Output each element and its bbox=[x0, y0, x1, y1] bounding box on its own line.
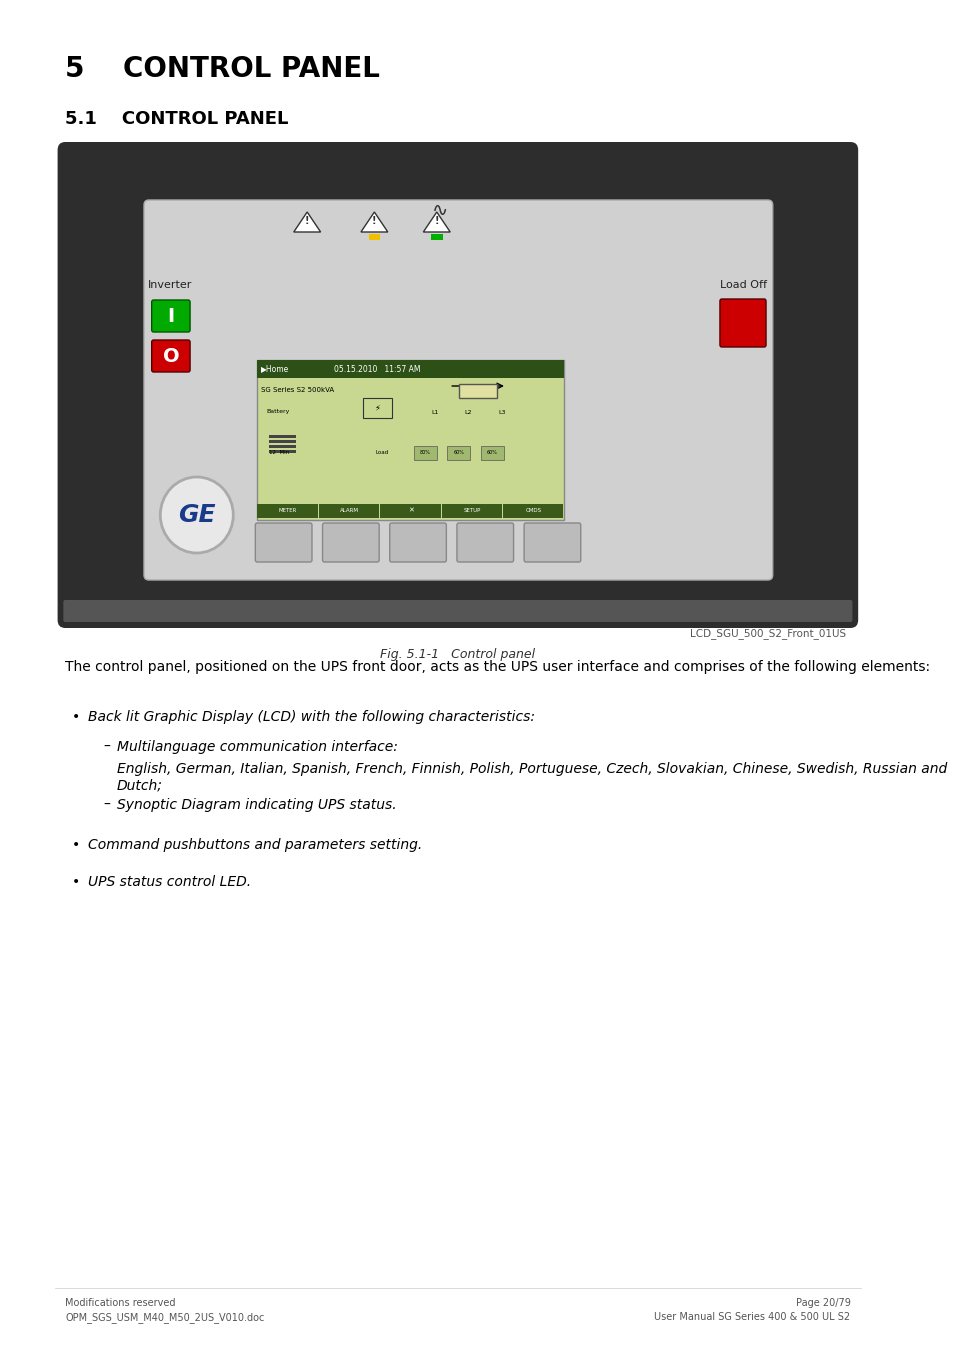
Text: CMDS: CMDS bbox=[525, 509, 541, 513]
FancyBboxPatch shape bbox=[390, 522, 446, 562]
Text: 60%: 60% bbox=[486, 451, 497, 455]
Text: LCD_SGU_500_S2_Front_01US: LCD_SGU_500_S2_Front_01US bbox=[689, 628, 844, 639]
FancyBboxPatch shape bbox=[523, 522, 580, 562]
Circle shape bbox=[160, 477, 233, 554]
Text: •: • bbox=[71, 875, 80, 890]
Text: Battery: Battery bbox=[267, 409, 290, 414]
Text: Back lit Graphic Display (LCD) with the following characteristics:: Back lit Graphic Display (LCD) with the … bbox=[89, 710, 535, 724]
Text: English, German, Italian, Spanish, French, Finnish, Polish, Portuguese, Czech, S: English, German, Italian, Spanish, Frenc… bbox=[117, 761, 946, 792]
Text: ALARM: ALARM bbox=[339, 509, 358, 513]
FancyBboxPatch shape bbox=[720, 298, 765, 347]
Text: SG Series S2 500kVA: SG Series S2 500kVA bbox=[261, 387, 334, 393]
Text: L2: L2 bbox=[464, 409, 472, 414]
FancyBboxPatch shape bbox=[257, 360, 564, 378]
Bar bbox=[480, 446, 503, 460]
Text: METER: METER bbox=[278, 509, 296, 513]
FancyBboxPatch shape bbox=[144, 200, 772, 580]
Text: L1: L1 bbox=[431, 409, 438, 414]
FancyBboxPatch shape bbox=[255, 522, 312, 562]
Bar bbox=[441, 504, 501, 518]
Bar bbox=[447, 446, 470, 460]
Text: UPS status control LED.: UPS status control LED. bbox=[89, 875, 252, 890]
Text: The control panel, positioned on the UPS front door, acts as the UPS user interf: The control panel, positioned on the UPS… bbox=[65, 660, 929, 674]
Bar bbox=[269, 435, 295, 437]
FancyBboxPatch shape bbox=[456, 522, 513, 562]
Bar bbox=[269, 450, 295, 454]
Text: 5    CONTROL PANEL: 5 CONTROL PANEL bbox=[65, 55, 379, 82]
FancyBboxPatch shape bbox=[257, 360, 564, 520]
Text: •: • bbox=[71, 838, 80, 852]
Polygon shape bbox=[360, 212, 388, 232]
FancyBboxPatch shape bbox=[63, 599, 852, 622]
Text: GE: GE bbox=[178, 504, 215, 526]
Polygon shape bbox=[423, 212, 450, 232]
Text: 80%: 80% bbox=[419, 451, 430, 455]
FancyBboxPatch shape bbox=[322, 522, 378, 562]
Text: 5.1    CONTROL PANEL: 5.1 CONTROL PANEL bbox=[65, 109, 289, 128]
Bar bbox=[368, 234, 379, 240]
Text: ∿: ∿ bbox=[431, 201, 447, 220]
Text: Command pushbuttons and parameters setting.: Command pushbuttons and parameters setti… bbox=[89, 838, 422, 852]
Bar bbox=[379, 504, 440, 518]
FancyBboxPatch shape bbox=[152, 340, 190, 373]
Text: 05.15.2010   11:57 AM: 05.15.2010 11:57 AM bbox=[334, 364, 420, 374]
Text: Modifications reserved: Modifications reserved bbox=[65, 1297, 175, 1308]
Text: Inverter: Inverter bbox=[148, 279, 192, 290]
Bar bbox=[362, 398, 392, 418]
Text: ⚡: ⚡ bbox=[374, 404, 380, 413]
Bar bbox=[431, 234, 442, 240]
Bar bbox=[269, 440, 295, 443]
Text: Load: Load bbox=[375, 450, 388, 455]
Text: User Manual SG Series 400 & 500 UL S2: User Manual SG Series 400 & 500 UL S2 bbox=[654, 1312, 850, 1322]
Text: SETUP: SETUP bbox=[463, 509, 480, 513]
Polygon shape bbox=[294, 212, 320, 232]
Text: Load Off: Load Off bbox=[720, 279, 766, 290]
Text: 12  Min: 12 Min bbox=[269, 450, 289, 455]
Text: !: ! bbox=[372, 216, 376, 225]
Bar bbox=[318, 504, 378, 518]
Text: !: ! bbox=[434, 216, 438, 225]
Text: ✕: ✕ bbox=[408, 508, 414, 514]
FancyBboxPatch shape bbox=[57, 142, 858, 628]
Text: L3: L3 bbox=[497, 409, 505, 414]
Text: –: – bbox=[104, 740, 111, 755]
FancyBboxPatch shape bbox=[152, 300, 190, 332]
Bar bbox=[257, 504, 317, 518]
Text: OPM_SGS_USM_M40_M50_2US_V010.doc: OPM_SGS_USM_M40_M50_2US_V010.doc bbox=[65, 1312, 264, 1323]
FancyBboxPatch shape bbox=[458, 383, 497, 398]
Text: Fig. 5.1-1   Control panel: Fig. 5.1-1 Control panel bbox=[380, 648, 535, 662]
Text: Page 20/79: Page 20/79 bbox=[795, 1297, 850, 1308]
Text: –: – bbox=[104, 798, 111, 811]
Text: •: • bbox=[71, 710, 80, 724]
Text: Multilanguage communication interface:: Multilanguage communication interface: bbox=[117, 740, 397, 755]
Bar bbox=[414, 446, 436, 460]
Text: 60%: 60% bbox=[453, 451, 464, 455]
Text: O: O bbox=[162, 347, 179, 366]
Bar bbox=[269, 446, 295, 448]
Text: !: ! bbox=[305, 216, 309, 225]
Bar bbox=[502, 504, 563, 518]
Text: ▶Home: ▶Home bbox=[261, 364, 289, 374]
Text: Synoptic Diagram indicating UPS status.: Synoptic Diagram indicating UPS status. bbox=[117, 798, 396, 811]
Text: I: I bbox=[167, 306, 174, 325]
